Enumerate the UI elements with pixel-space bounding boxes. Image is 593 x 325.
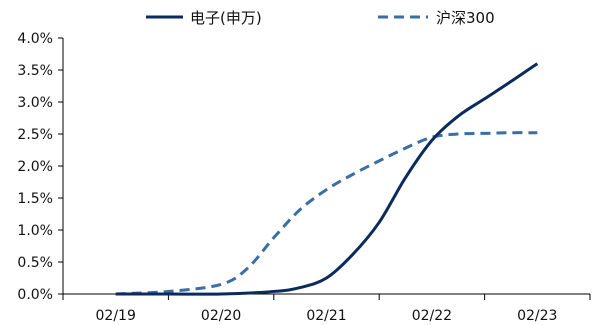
y-tick-label: 4.0% [17,31,53,47]
series-group [115,62,539,296]
y-tick-label: 3.5% [17,63,53,79]
y-tick-label: 2.0% [17,159,53,175]
x-tick-label: 02/21 [306,308,346,324]
y-tick-label: 1.5% [17,191,53,207]
y-tick-label: 1.0% [17,223,53,239]
x-tick-label: 02/20 [201,308,241,324]
x-tick-label: 02/22 [412,308,452,324]
y-tick-label: 3.0% [17,95,53,111]
series-line-0 [115,62,539,296]
y-tick-label: 0.5% [17,255,53,271]
series-line-1 [115,131,538,296]
x-tick-label: 02/19 [96,308,136,324]
axes: 0.0% 0.5% 1.0% 1.5% 2.0% 2.5% 3.0% 3.5% 4.0% 02/1… [17,31,591,324]
y-tick-label: 2.5% [17,127,53,143]
x-tick-label: 02/23 [517,308,557,324]
legend-label-1: 沪深300 [436,9,495,27]
legend: 电子(申万) 沪深300 [146,9,495,27]
y-tick-label: 0.0% [17,287,53,303]
legend-label-0: 电子(申万) [190,9,262,27]
